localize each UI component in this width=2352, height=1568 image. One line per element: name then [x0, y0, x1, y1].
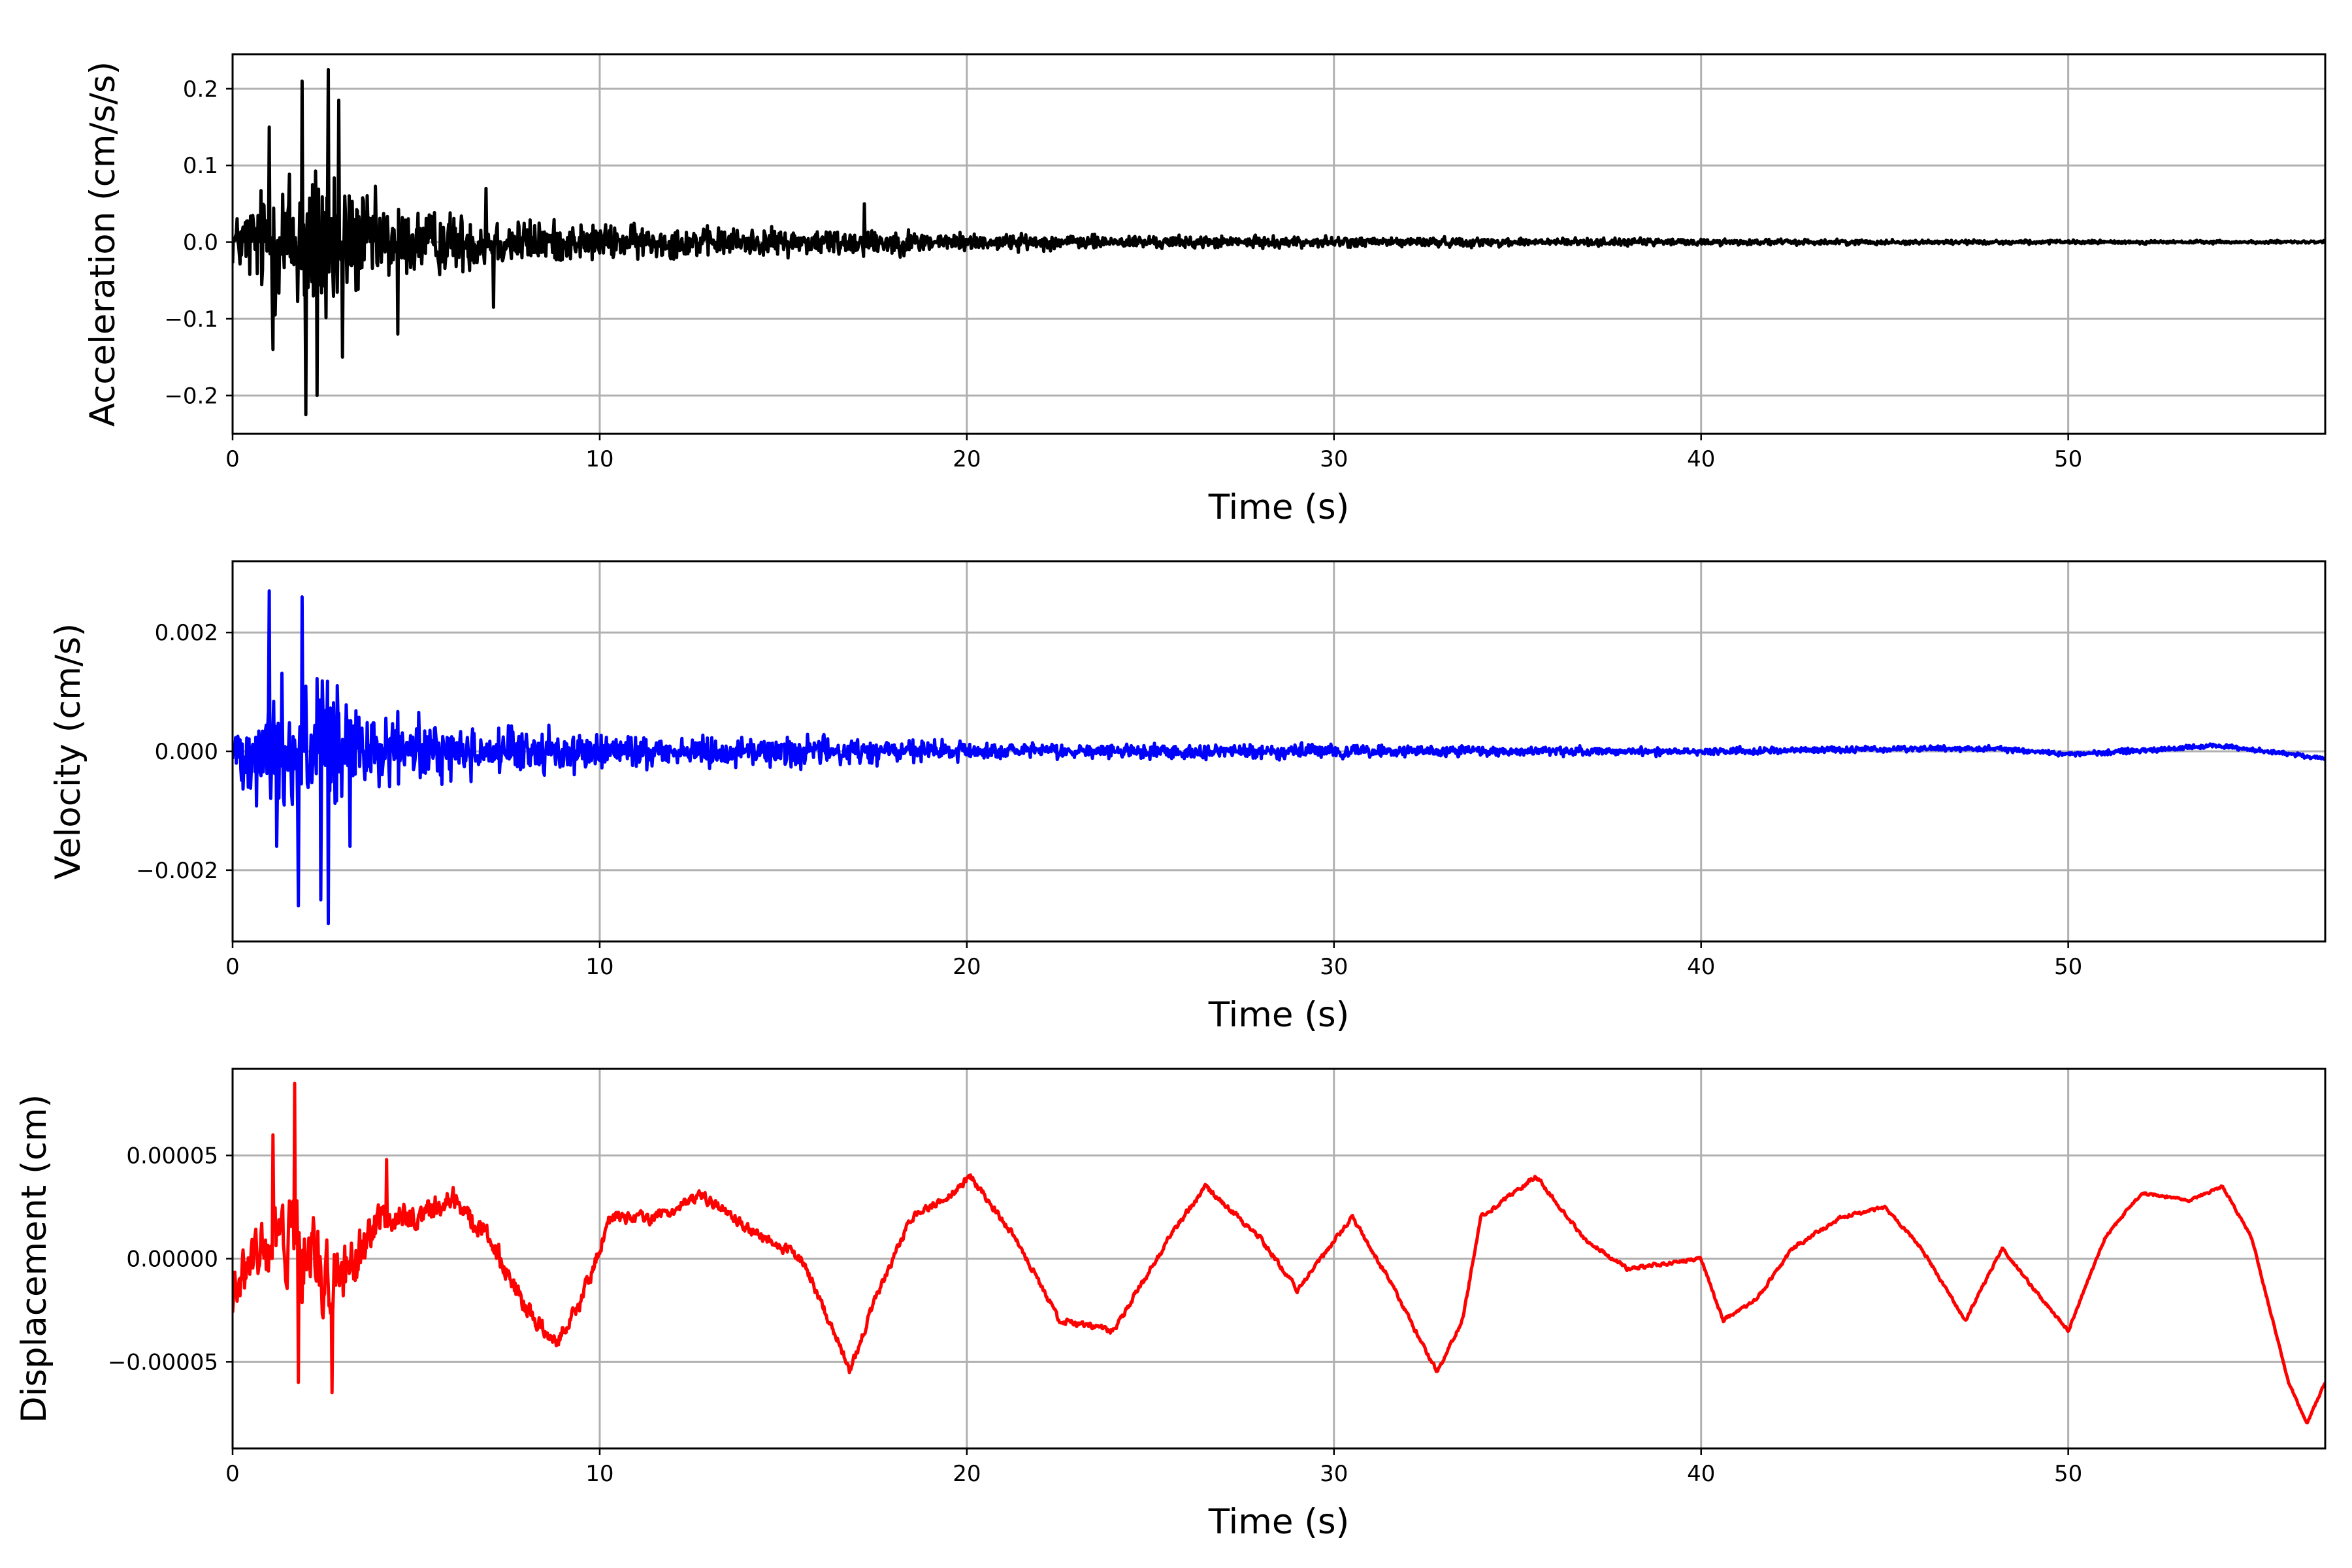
y-axis-label: Velocity (cm/s)	[48, 623, 88, 879]
y-axis-label: Displacement (cm)	[14, 1094, 54, 1423]
y-tick-label: −0.2	[164, 383, 218, 409]
y-tick-label: 0.000	[155, 739, 218, 765]
y-axis-label: Acceleration (cm/s/s)	[83, 61, 123, 427]
x-tick-label: 30	[1320, 446, 1348, 472]
x-tick-label: 50	[2054, 446, 2082, 472]
velocity-series-line	[233, 589, 2325, 926]
y-tick-label: 0.0	[183, 230, 218, 256]
x-tick-label: 50	[2054, 1461, 2082, 1487]
x-tick-label: 20	[953, 954, 981, 980]
x-tick-label: 30	[1320, 1461, 1348, 1487]
x-tick-label: 10	[585, 1461, 613, 1487]
x-tick-label: 20	[953, 446, 981, 472]
y-tick-label: 0.00005	[126, 1143, 218, 1169]
x-tick-label: 10	[585, 954, 613, 980]
x-tick-label: 50	[2054, 954, 2082, 980]
x-tick-label: 40	[1687, 954, 1715, 980]
x-tick-label: 40	[1687, 446, 1715, 472]
panel-displacement: 0 10 20 30 40 50 0.00005 0.00000 −0.00005 Time (s…	[14, 1068, 2327, 1542]
acceleration-plot-frame	[231, 53, 2327, 435]
y-tick-label: −0.00005	[108, 1349, 218, 1375]
y-tick-label: 0.1	[183, 153, 218, 179]
x-tick-label: 0	[225, 1461, 240, 1487]
panel-velocity: 0 10 20 30 40 50 0.002 0.000 −0.002 Time (s) Veloc…	[48, 560, 2327, 1035]
y-tick-label: 0.00000	[126, 1247, 218, 1273]
x-tick-label: 0	[225, 954, 240, 980]
panels: 0 10 20 30 40 50 0.2 0.1 0.0 −0.1 −0.2 Time (s) Acce…	[14, 53, 2327, 1542]
x-tick-label: 20	[953, 1461, 981, 1487]
y-tick-label: 0.002	[155, 620, 218, 646]
panel-acceleration: 0 10 20 30 40 50 0.2 0.1 0.0 −0.1 −0.2 Time (s) Acce…	[83, 53, 2327, 527]
y-tick-label: −0.002	[136, 858, 218, 884]
x-tick-label: 30	[1320, 954, 1348, 980]
acceleration-series-line	[233, 68, 2325, 417]
displacement-series-line	[233, 1081, 2325, 1425]
x-tick-label: 10	[585, 446, 613, 472]
x-tick-label: 40	[1687, 1461, 1715, 1487]
x-axis-label: Time (s)	[1208, 995, 1350, 1035]
y-tick-label: −0.1	[164, 306, 218, 333]
y-tick-label: 0.2	[183, 76, 218, 103]
x-axis-label: Time (s)	[1208, 1502, 1350, 1542]
x-axis-label: Time (s)	[1208, 487, 1350, 527]
x-tick-label: 0	[225, 446, 240, 472]
